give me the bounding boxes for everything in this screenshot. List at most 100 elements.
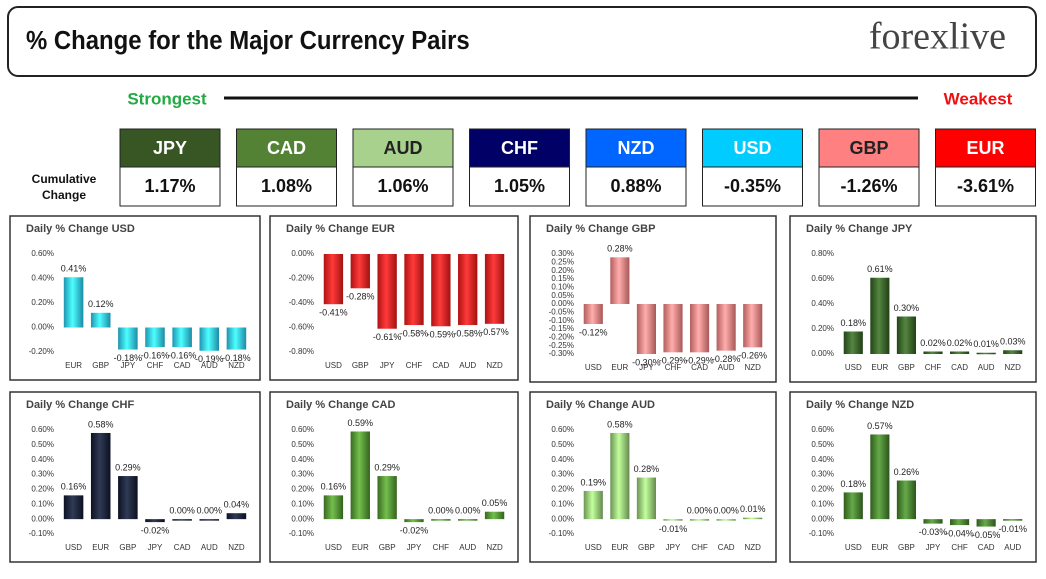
bar xyxy=(323,254,344,305)
value-label: 0.58% xyxy=(607,419,633,429)
y-tick-label: -0.25% xyxy=(549,341,574,350)
page-title: % Change for the Major Currency Pairs xyxy=(26,26,470,55)
bar xyxy=(63,277,84,328)
x-tick-label: EUR xyxy=(352,543,369,552)
currency-value-box xyxy=(702,166,803,207)
value-label: 0.00% xyxy=(428,506,454,516)
y-tick-label: 0.30% xyxy=(811,470,834,479)
x-tick-label: NZD xyxy=(486,543,503,552)
value-label: -0.58% xyxy=(453,328,482,338)
bar xyxy=(843,492,863,520)
y-tick-label: 0.10% xyxy=(291,499,314,508)
bar xyxy=(199,519,220,521)
bar xyxy=(323,495,344,520)
y-tick-label: 0.40% xyxy=(811,299,834,308)
y-tick-label: 0.10% xyxy=(31,499,54,508)
bar xyxy=(484,254,505,324)
currency-value-box xyxy=(119,166,221,207)
value-label: -0.16% xyxy=(141,350,170,360)
bar xyxy=(843,331,863,354)
y-tick-label: 0.00% xyxy=(291,514,314,523)
y-tick-label: 0.00% xyxy=(31,514,54,523)
bar xyxy=(118,327,138,350)
bar xyxy=(923,351,943,354)
bar xyxy=(690,519,710,521)
y-tick-label: 0.10% xyxy=(551,499,574,508)
x-tick-label: CAD xyxy=(718,543,735,552)
value-label: -0.59% xyxy=(427,330,456,340)
currency-header xyxy=(469,128,570,168)
currency-header xyxy=(119,128,221,168)
bar xyxy=(350,431,370,520)
value-label: -0.41% xyxy=(319,308,348,318)
y-tick-label: 0.60% xyxy=(291,425,314,434)
x-tick-label: AUD xyxy=(978,363,995,372)
bar xyxy=(145,327,165,348)
value-label: -0.18% xyxy=(222,353,251,363)
currency-name: CAD xyxy=(267,138,306,158)
bar xyxy=(870,434,890,520)
value-label: -0.18% xyxy=(114,353,143,363)
bar xyxy=(431,519,451,521)
value-label: 0.04% xyxy=(224,500,250,510)
x-tick-label: USD xyxy=(325,543,342,552)
currency-value: 1.17% xyxy=(144,176,195,196)
value-label: 0.00% xyxy=(169,506,195,516)
currency-value: -1.26% xyxy=(840,176,897,196)
value-label: 0.02% xyxy=(947,338,973,348)
y-tick-label: 0.40% xyxy=(291,455,314,464)
value-label: 0.18% xyxy=(841,318,867,328)
chart: Daily % Change CHF -0.10% 0.00% 0.10% 0.20% 0… xyxy=(9,391,261,563)
y-tick-label: 0.50% xyxy=(811,440,834,449)
currency-value-box xyxy=(935,166,1036,207)
currency-value-box xyxy=(469,166,570,207)
y-tick-label: -0.05% xyxy=(549,307,574,316)
value-label: -0.02% xyxy=(141,525,170,535)
bar xyxy=(404,254,424,326)
currency-value: -3.61% xyxy=(957,176,1014,196)
value-label: 0.00% xyxy=(455,506,481,516)
value-label: -0.61% xyxy=(373,332,402,342)
x-tick-label: CAD xyxy=(951,363,968,372)
currency-header xyxy=(935,128,1036,168)
chart-title: Daily % Change AUD xyxy=(546,399,655,411)
y-tick-label: 0.00% xyxy=(551,299,574,308)
bar xyxy=(458,254,478,326)
currency-name: CHF xyxy=(501,138,538,158)
bar xyxy=(610,432,630,520)
bar xyxy=(923,519,943,524)
bar xyxy=(636,304,656,354)
y-tick-label: 0.30% xyxy=(291,470,314,479)
value-label: -0.03% xyxy=(919,527,948,537)
logo: forexlive xyxy=(869,16,1006,58)
value-label: 0.29% xyxy=(115,462,141,472)
currency-header xyxy=(352,128,454,168)
y-tick-label: 0.20% xyxy=(31,298,54,307)
y-tick-label: 0.10% xyxy=(811,499,834,508)
x-tick-label: USD xyxy=(325,361,342,370)
chart-title: Daily % Change JPY xyxy=(806,223,913,235)
bar xyxy=(118,476,138,520)
bar xyxy=(377,476,397,520)
x-tick-label: EUR xyxy=(871,543,888,552)
y-tick-label: 0.50% xyxy=(551,440,574,449)
y-tick-label: 0.50% xyxy=(31,440,54,449)
bar xyxy=(484,511,505,520)
y-tick-label: 0.20% xyxy=(811,324,834,333)
currency-value-box xyxy=(352,166,454,207)
currency-value-box xyxy=(236,166,337,207)
bar xyxy=(404,519,424,523)
row-label-text: Cumulative Change xyxy=(32,172,97,202)
value-label: -0.16% xyxy=(168,350,197,360)
chart-title: Daily % Change CAD xyxy=(286,399,395,411)
y-tick-label: 0.15% xyxy=(551,274,574,283)
currency-name: EUR xyxy=(966,138,1004,158)
y-tick-label: 0.40% xyxy=(31,455,54,464)
x-tick-label: JPY xyxy=(407,543,422,552)
chart-title: Daily % Change GBP xyxy=(546,223,655,235)
y-tick-label: 0.00% xyxy=(811,514,834,523)
value-label: 0.18% xyxy=(841,479,867,489)
currency-header xyxy=(585,128,687,168)
y-tick-label: 0.60% xyxy=(31,425,54,434)
y-tick-label: 0.20% xyxy=(291,485,314,494)
